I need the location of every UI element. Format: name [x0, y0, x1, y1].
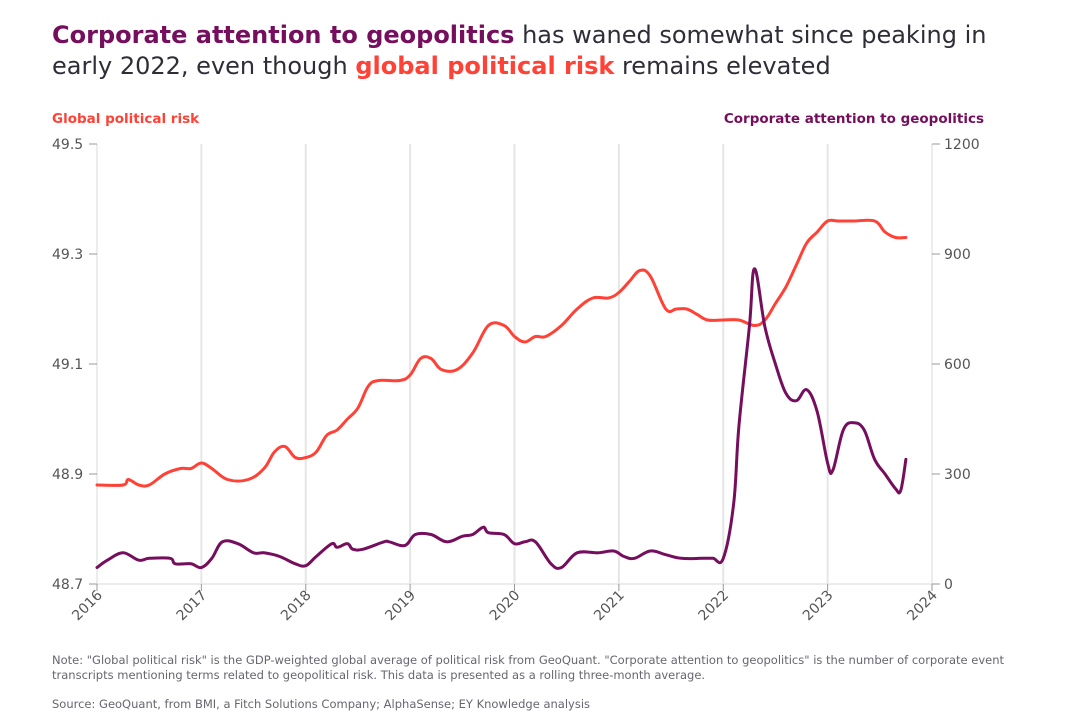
title-highlight-risk: global political risk	[355, 52, 615, 80]
x-tick-label: 2023	[800, 588, 837, 625]
left-axis-title: Global political risk	[52, 111, 200, 127]
series-line-corporate-attention	[95, 267, 908, 570]
footnote: Note: "Global political risk" is the GDP…	[52, 653, 1005, 682]
left-tick-label: 49.1	[52, 357, 83, 373]
x-tick-label: 2020	[487, 588, 524, 625]
x-tick-label: 2022	[696, 588, 733, 625]
left-tick-label: 48.9	[52, 467, 83, 483]
chart-title: Corporate attention to geopolitics has w…	[52, 20, 1052, 82]
series-line-political-risk	[95, 218, 908, 488]
x-tick-label: 2019	[382, 588, 419, 625]
right-tick-label: 0	[944, 577, 953, 593]
gridlines	[200, 144, 829, 584]
left-tick-label: 48.7	[52, 577, 83, 593]
title-text-1: has waned somewhat since peaking in earl…	[52, 21, 987, 80]
right-tick-label: 900	[944, 247, 971, 263]
x-tick-label: 2017	[174, 588, 211, 625]
right-tick-label: 600	[944, 357, 971, 373]
title-highlight-attention: Corporate attention to geopolitics	[52, 21, 515, 49]
x-tick-label: 2021	[591, 588, 628, 625]
axes	[89, 143, 940, 591]
right-axis-title: Corporate attention to geopolitics	[723, 111, 984, 127]
right-tick-label: 1200	[944, 137, 980, 153]
title-text-2: remains elevated	[614, 52, 831, 80]
source-note: Source: GeoQuant, from BMI, a Fitch Solu…	[52, 697, 591, 711]
right-tick-label: 300	[944, 467, 971, 483]
x-tick-label: 2024	[904, 587, 941, 624]
series-lines	[95, 218, 908, 570]
x-tick-label: 2018	[278, 588, 315, 625]
left-tick-label: 49.5	[52, 137, 83, 153]
left-tick-label: 49.3	[52, 247, 83, 263]
